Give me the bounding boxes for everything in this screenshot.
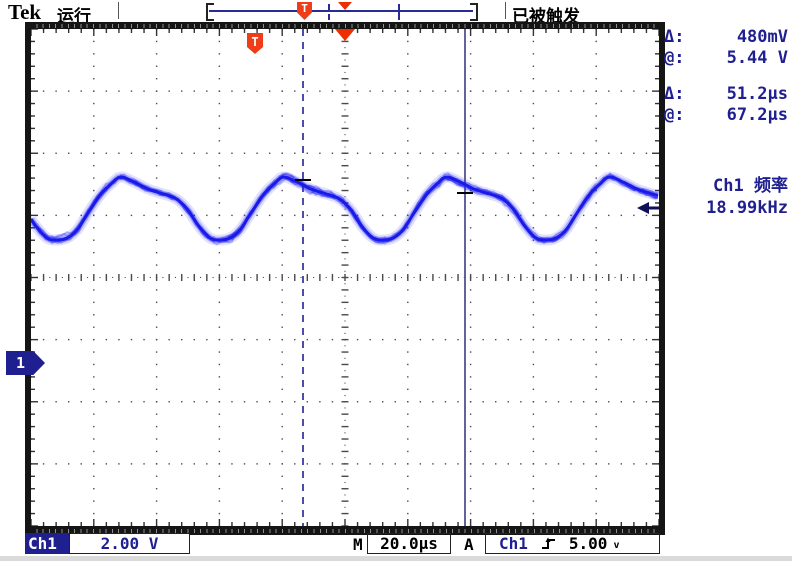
timebase-value: 20.0μs [367, 533, 451, 554]
rising-edge-icon [540, 535, 557, 552]
topbar-separator [118, 2, 119, 19]
trigger-t-marker-icon: T [297, 2, 312, 20]
ch1-channel-badge: Ch1 [25, 533, 69, 554]
tek-brand-logo: Tek [8, 0, 42, 24]
record-start-bracket [206, 3, 214, 21]
cursor2-waveform-mark [457, 192, 473, 194]
at-label: @: [664, 105, 685, 125]
trigger-a-label: A [464, 535, 474, 554]
at-time-value: 67.2μs [726, 105, 788, 125]
crt-display-frame: T [25, 22, 665, 535]
ch1-waveform-trace [31, 175, 659, 242]
svg-text:T: T [251, 35, 258, 49]
cursor-readouts: Δ: 480mV @: 5.44 V Δ: 51.2μs @: 67.2μs [664, 27, 788, 126]
trigger-t-badge-icon [247, 33, 263, 54]
delta-label: Δ: [664, 27, 685, 47]
ch1-vertical-scale: 2.00 V [69, 533, 190, 554]
delta-time-row: Δ: 51.2μs [664, 84, 788, 105]
at-time-row: @: 67.2μs [664, 105, 788, 126]
hpos-cursor-tick [328, 4, 330, 20]
graticule-display: T [31, 29, 659, 526]
delta-voltage-value: 480mV [736, 27, 788, 47]
delta-time-value: 51.2μs [726, 84, 788, 104]
cursor1-waveform-mark [295, 179, 311, 181]
main-timebase-label: M [353, 535, 363, 554]
record-end-bracket [470, 3, 478, 21]
delta-voltage-row: Δ: 480mV [664, 27, 788, 48]
trigger-source: Ch1 [499, 534, 528, 553]
frame-minor-ticks-bottom [31, 529, 659, 533]
at-voltage-value: 5.44 V [726, 48, 788, 68]
ch1-frequency-value: 18.99kHz [706, 198, 788, 218]
ch1-frequency-readout: Ch1 频率 18.99kHz [664, 175, 788, 219]
at-label: @: [664, 48, 685, 68]
hpos-window-tick [398, 4, 400, 20]
frame-minor-ticks-top [31, 24, 659, 28]
screen-bottom-edge [0, 556, 792, 561]
trigger-position-marker-icon [335, 29, 355, 41]
trigger-position-arrow-icon [338, 2, 352, 10]
trigger-level-arrow-icon [637, 202, 649, 214]
horizontal-position-bar [209, 10, 473, 12]
trigger-settings-box: Ch1 5.00 v [485, 533, 660, 554]
delta-label: Δ: [664, 84, 685, 104]
trigger-level-unit: v [613, 540, 620, 551]
topbar-separator [505, 2, 506, 19]
at-voltage-row: @: 5.44 V [664, 48, 788, 69]
ch1-frequency-label: Ch1 频率 [713, 176, 788, 196]
trigger-level-value: 5.00 [568, 534, 608, 553]
